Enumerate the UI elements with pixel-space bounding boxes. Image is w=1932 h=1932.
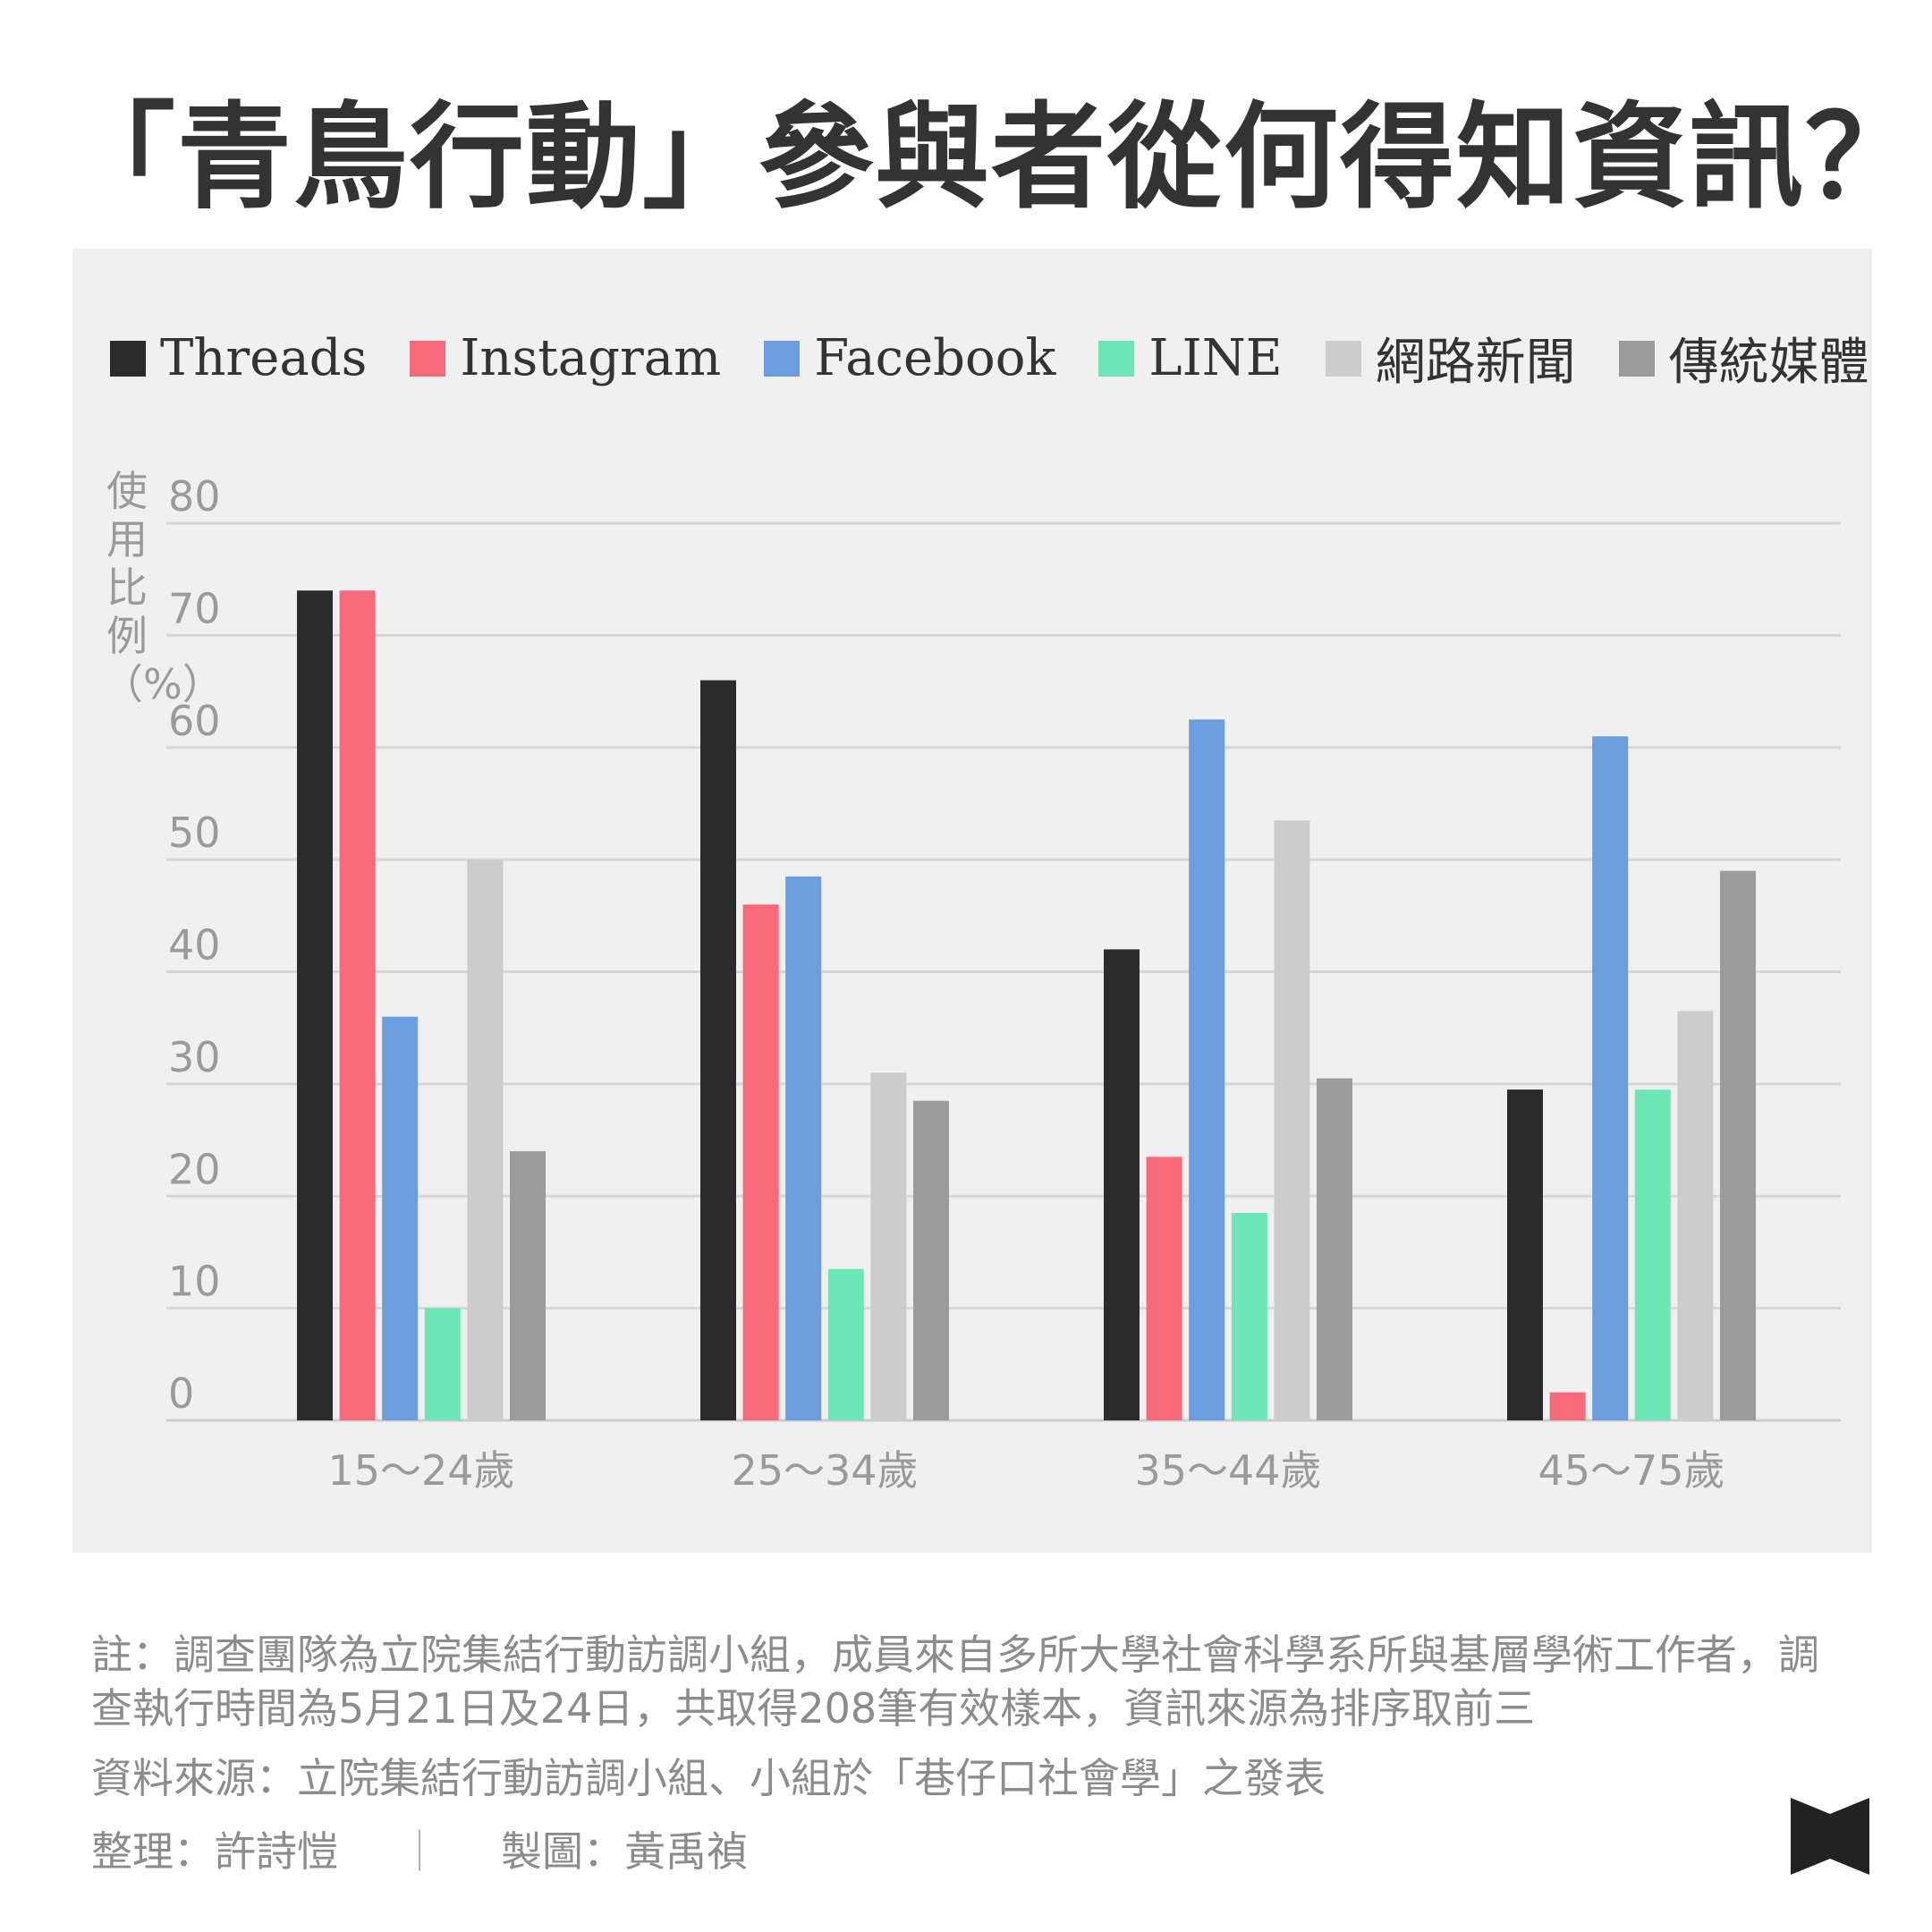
bar xyxy=(1507,1089,1543,1420)
legend-swatch xyxy=(1098,340,1135,377)
bar xyxy=(1104,949,1140,1420)
legend-label: 網路新聞 xyxy=(1375,334,1576,392)
bar xyxy=(1677,1011,1714,1420)
x-tick-label: 25～34歲 xyxy=(731,1446,918,1495)
y-tick-label: 10 xyxy=(168,1258,221,1306)
credits-separator: ｜ xyxy=(399,1827,440,1876)
legend-swatch xyxy=(764,340,801,377)
y-tick-label: 50 xyxy=(168,809,221,857)
bar xyxy=(510,1151,546,1420)
bar xyxy=(870,1072,907,1420)
page-title: 「青鳥行動」參與者從何得知資訊？ xyxy=(61,91,1922,225)
x-tick-label: 35～44歲 xyxy=(1134,1446,1321,1495)
bar xyxy=(1592,736,1629,1420)
legend-item: Threads xyxy=(110,329,367,387)
bar xyxy=(1634,1089,1671,1420)
chart-legend: Threads Instagram Facebook LINE 網路新聞 傳統媒體 xyxy=(110,322,1912,394)
y-tick-label: 40 xyxy=(168,921,221,970)
legend-label: Threads xyxy=(160,329,368,387)
x-tick-label: 45～75歲 xyxy=(1538,1446,1724,1495)
bar xyxy=(1274,820,1310,1420)
y-tick-label: 70 xyxy=(168,584,221,632)
credits: 整理：許詩愷 ｜ 製圖：黃禹禎 xyxy=(91,1825,1844,1878)
bar xyxy=(297,590,333,1420)
bar xyxy=(382,1016,419,1420)
legend-item: Instagram xyxy=(410,329,721,387)
publisher-logo xyxy=(1791,1798,1869,1875)
legend-item: Facebook xyxy=(764,329,1055,387)
bar xyxy=(1189,719,1225,1420)
data-source: 資料來源：立院集結行動訪調小組、小組於「巷仔口社會學」之發表 xyxy=(91,1754,1326,1802)
bar xyxy=(1317,1078,1352,1420)
legend-label: Facebook xyxy=(814,329,1056,387)
y-tick-label: 60 xyxy=(168,697,221,745)
bar xyxy=(785,876,822,1420)
legend-item: LINE xyxy=(1098,329,1283,387)
bar xyxy=(913,1100,949,1420)
bar xyxy=(700,680,736,1420)
x-tick-label: 15～24歲 xyxy=(327,1446,514,1495)
legend-label: Instagram xyxy=(460,329,722,387)
y-tick-label: 0 xyxy=(168,1369,194,1418)
compiler-credit: 整理：許詩愷 xyxy=(91,1827,338,1876)
bar xyxy=(1720,870,1756,1420)
legend-label: 傳統媒體 xyxy=(1668,334,1869,392)
bar xyxy=(1549,1392,1586,1420)
bar xyxy=(467,860,504,1420)
bar xyxy=(742,904,779,1420)
designer-credit: 製圖：黃禹禎 xyxy=(501,1827,748,1876)
legend-item: 傳統媒體 xyxy=(1618,322,1869,394)
footnotes: 註：調查團隊為立院集結行動訪調小組，成員來自多所大學社會科學系所與基層學術工作者… xyxy=(91,1628,1844,1878)
bar xyxy=(827,1268,864,1420)
bar xyxy=(424,1308,461,1420)
legend-item: 網路新聞 xyxy=(1325,322,1576,394)
legend-label: LINE xyxy=(1148,329,1283,387)
legend-swatch xyxy=(1618,340,1655,377)
legend-swatch xyxy=(1325,340,1361,377)
legend-swatch xyxy=(410,340,446,377)
legend-swatch xyxy=(110,340,146,377)
bar xyxy=(339,590,376,1420)
y-tick-label: 30 xyxy=(168,1033,221,1081)
y-tick-label: 20 xyxy=(168,1145,221,1193)
y-tick-label: 80 xyxy=(168,472,221,521)
bar xyxy=(1231,1213,1267,1420)
bar xyxy=(1146,1157,1182,1420)
survey-note: 註：調查團隊為立院集結行動訪調小組，成員來自多所大學社會科學系所與基層學術工作者… xyxy=(91,1631,1819,1733)
